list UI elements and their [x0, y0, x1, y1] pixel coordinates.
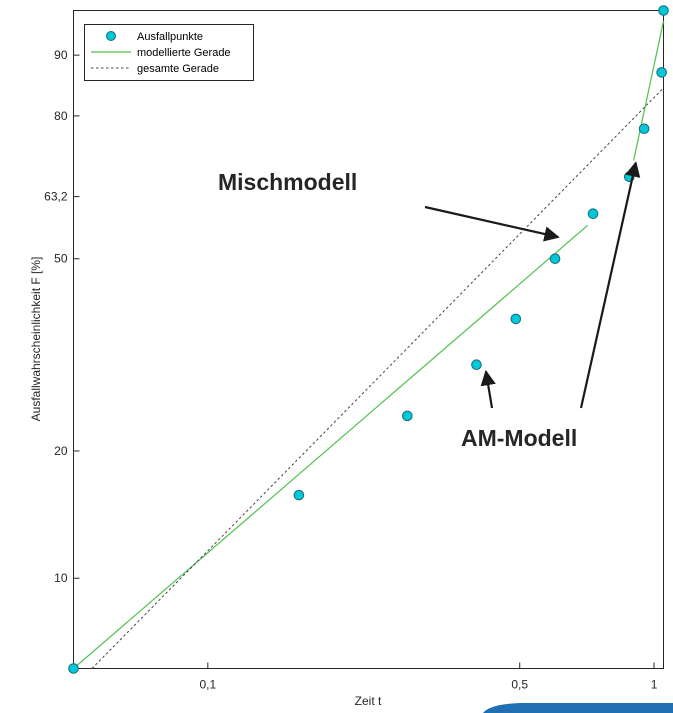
ausfallpunkt	[587, 208, 599, 220]
y-tick-label: 50	[54, 252, 68, 266]
x-tick-label: 0,1	[199, 678, 216, 692]
y-tick-label: 80	[54, 109, 68, 123]
ausfallpunkt	[658, 5, 669, 16]
x-tick-label: 0,5	[511, 678, 528, 692]
series-lines	[73, 21, 665, 669]
ausfallpunkt	[510, 313, 522, 325]
series-points	[68, 5, 669, 674]
legend-label-ausfallpunkte: Ausfallpunkte	[137, 31, 203, 43]
y-tick-label: 63,2	[44, 190, 68, 204]
legend-label-gesamte-gerade: gesamte Gerade	[137, 63, 219, 75]
annotation-am-modell-arrow-right	[579, 161, 641, 409]
annotation-am-modell: AM-Modell	[443, 161, 643, 460]
ausfallpunkt	[68, 663, 79, 674]
modellierte-gerade-line	[73, 224, 589, 669]
legend: Ausfallpunkte modellierte Gerade gesamte…	[84, 24, 254, 81]
gesamte-gerade-line	[91, 87, 664, 669]
modellierte-gerade-line	[633, 21, 665, 161]
annotation-am-modell-text: AM-Modell	[461, 425, 577, 451]
ausfallpunkt	[471, 359, 482, 371]
annotation-am-modell-arrow-left	[480, 369, 496, 409]
x-ticks: 0,1 0,5 1	[199, 662, 658, 692]
ausfallpunkt	[656, 67, 667, 78]
y-axis-label: Ausfallwahrscheinlichkeit F [%]	[29, 257, 43, 422]
x-axis-label: Zeit t	[355, 694, 382, 708]
x-tick-label: 1	[651, 678, 658, 692]
ausfallpunkt	[402, 410, 413, 422]
corner-decoration	[483, 703, 673, 713]
ausfallpunkt	[293, 489, 305, 501]
y-tick-label: 20	[54, 444, 68, 458]
annotation-mischmodell-arrow	[424, 205, 560, 242]
ausfallpunkt	[549, 253, 561, 265]
legend-label-modellierte-gerade: modellierte Gerade	[137, 47, 231, 59]
ausfallpunkt	[638, 123, 650, 135]
y-tick-label: 10	[54, 571, 68, 585]
annotation-mischmodell-text: Mischmodell	[218, 169, 357, 195]
y-ticks: 10 20 50 63,2 80 90	[44, 48, 80, 585]
legend-marker-ausfallpunkte	[106, 31, 116, 41]
plot-axes	[73, 10, 664, 669]
annotation-am-modell-background	[443, 411, 643, 460]
plot-frame	[73, 10, 664, 669]
y-tick-label: 90	[54, 48, 68, 62]
annotation-mischmodell: Mischmodell	[218, 169, 560, 242]
